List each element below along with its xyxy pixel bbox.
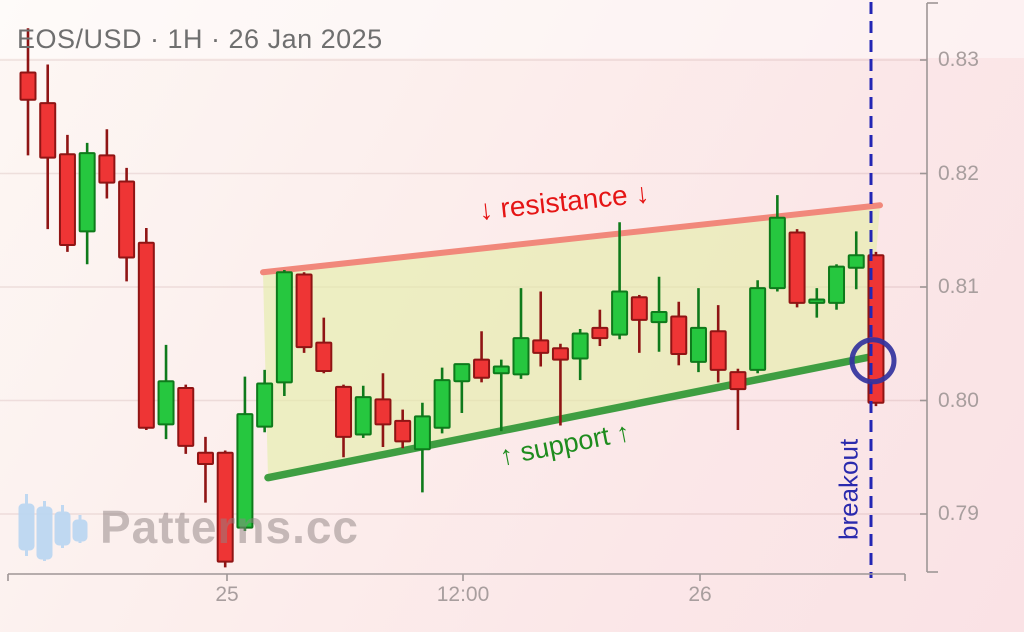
bull-candle-body (78, 152, 96, 233)
bull-candle-body (157, 380, 175, 426)
bear-candle-body (137, 241, 155, 429)
bull-candle-body (433, 379, 451, 429)
bull-candle-body (847, 254, 865, 269)
bear-candle-body (177, 387, 195, 447)
y-axis-label: 0.79 (938, 502, 979, 525)
bear-candle-body (19, 71, 37, 101)
bull-candle-body (650, 310, 668, 324)
bear-candle-body (335, 385, 353, 438)
bull-candle-body (236, 413, 254, 529)
watermark: Patterns.cc (18, 490, 359, 564)
bear-candle-body (58, 153, 76, 247)
bull-candle-body (492, 365, 510, 375)
bear-candle-body (98, 154, 116, 184)
bull-candle-body (413, 415, 431, 451)
bear-candle-body (729, 371, 747, 391)
bull-candle-body (275, 271, 293, 384)
x-axis-label: 26 (688, 583, 712, 606)
bear-candle-body (551, 347, 569, 361)
bear-candle-body (473, 358, 491, 379)
bear-candle-body (394, 419, 412, 443)
watermark-label: Patterns.cc (100, 501, 360, 553)
bear-candle-body (216, 451, 234, 563)
bear-candle-body (630, 296, 648, 321)
channel-fill (263, 205, 880, 478)
y-axis-label: 0.82 (938, 161, 979, 185)
bull-candle-body (453, 363, 471, 383)
x-axis-label: 12:00 (436, 583, 490, 606)
bull-candle-body (689, 326, 707, 363)
patterns-logo-icon (18, 494, 88, 561)
bull-candle-body (611, 290, 629, 336)
bear-candle-body (196, 451, 214, 466)
y-axis-label: 0.81 (938, 275, 979, 298)
x-axis-label: 25 (215, 583, 239, 606)
chart-title: EOS/USD · 1H · 26 Jan 2025 (17, 24, 383, 54)
bull-candle-body (256, 382, 274, 428)
bull-candle-body (571, 332, 589, 360)
bear-candle-body (709, 330, 727, 371)
bull-candle-body (512, 337, 530, 376)
bull-candle-body (828, 265, 846, 304)
bear-candle-body (788, 231, 806, 304)
bear-candle-body (315, 341, 333, 372)
bear-candle-body (374, 398, 392, 426)
bear-candle-body (532, 339, 550, 354)
bear-candle-body (295, 273, 313, 349)
y-axis-label: 0.80 (938, 388, 979, 412)
bull-candle-body (354, 396, 372, 436)
bear-candle-body (118, 180, 136, 259)
bull-candle-body (808, 298, 826, 304)
bear-candle-body (591, 326, 609, 340)
breakout-label: breakout (833, 438, 864, 540)
bear-candle-body (670, 315, 688, 355)
support-trendline (264, 353, 872, 482)
bear-candle-body (39, 102, 57, 159)
bull-candle-body (768, 216, 786, 290)
y-axis-label: 0.83 (938, 48, 979, 71)
breakout-circle (849, 337, 897, 385)
bull-candle-body (749, 287, 767, 371)
